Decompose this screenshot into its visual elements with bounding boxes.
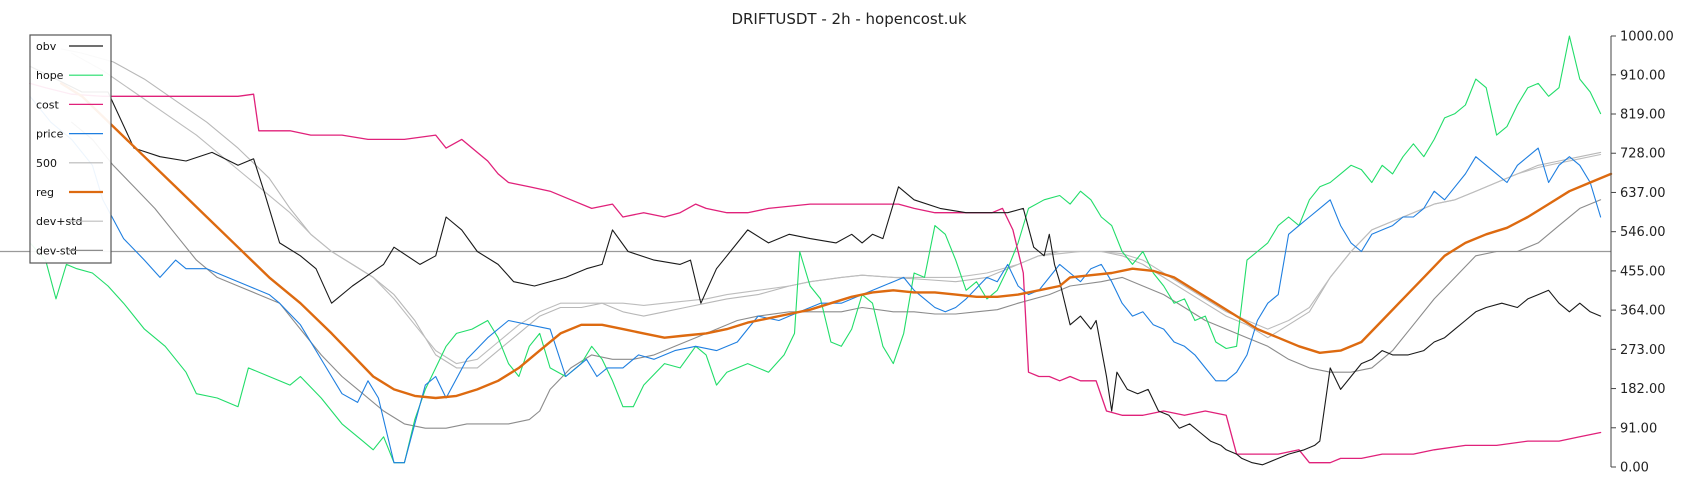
series-line-cost	[29, 82, 1602, 464]
y-tick-label: 455.00	[1620, 264, 1666, 279]
series-line-hope	[29, 35, 1602, 464]
series-line-dev-std	[71, 121, 1602, 429]
y-tick-label: 0.00	[1620, 461, 1649, 476]
series-layer	[0, 35, 1613, 466]
legend-label-cost: cost	[36, 98, 60, 111]
legend-label-obv: obv	[36, 40, 57, 53]
y-tick-label: 1000.00	[1620, 30, 1674, 45]
chart-title: DRIFTUSDT - 2h - hopencost.uk	[731, 10, 966, 28]
y-tick-label: 273.00	[1620, 343, 1666, 358]
series-line-reg	[60, 82, 1613, 400]
y-tick-label: 182.00	[1620, 382, 1666, 397]
y-axis: 0.00 91.00 182.00 273.00 364.00 455.00 546.00 6…	[1610, 30, 1674, 476]
series-line-500	[60, 48, 1602, 369]
series-line-price	[29, 95, 1602, 464]
legend-label-reg: reg	[36, 186, 54, 199]
y-tick-label: 728.00	[1620, 147, 1666, 162]
y-tick-label: 546.00	[1620, 225, 1666, 240]
legend-label-500: 500	[36, 157, 57, 170]
series-line-obv	[29, 65, 1602, 466]
legend-label-dev-std: dev-std	[36, 244, 77, 257]
legend-box	[29, 34, 112, 264]
y-tick-label: 91.00	[1620, 421, 1657, 436]
legend: obv hope cost price 500 reg dev+std dev-std	[29, 34, 112, 264]
legend-label-dev-std: dev+std	[36, 215, 83, 228]
y-tick-label: 819.00	[1620, 108, 1666, 123]
y-tick-label: 637.00	[1620, 186, 1666, 201]
legend-label-hope: hope	[36, 69, 64, 82]
y-tick-label: 364.00	[1620, 304, 1666, 319]
series-line-dev-std	[71, 52, 1602, 365]
legend-label-price: price	[36, 128, 64, 141]
y-tick-label: 910.00	[1620, 68, 1666, 83]
